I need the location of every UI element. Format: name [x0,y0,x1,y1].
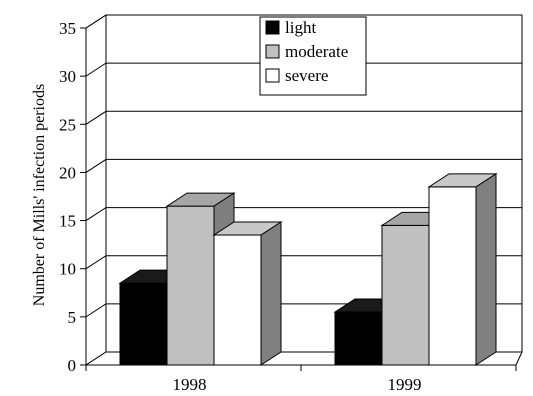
bar-front [381,224,430,366]
y-tick-label: 5 [68,308,77,327]
y-tick-labels: 0 5 10 15 20 25 30 35 [59,19,76,375]
legend-swatch-moderate [265,44,280,59]
bar-side [260,221,282,366]
bars [118,172,498,366]
y-tick-label: 25 [59,115,76,134]
gridline [85,158,522,173]
gridline [85,14,522,29]
y-tick-label: 10 [59,260,76,279]
y-tick-label: 20 [59,163,76,182]
bar-severe-1998 [212,221,283,366]
legend: light moderate severe [259,16,367,96]
y-tick-label: 15 [59,212,76,231]
legend-label-severe: severe [285,66,328,85]
y-tick-label: 30 [59,67,76,86]
bar-front [428,186,477,366]
y-tick-label: 0 [68,356,77,375]
x-tick-label: 1998 [173,375,207,394]
bar-front [166,205,215,366]
bar-severe-1999 [427,172,498,366]
side-wall [85,14,107,366]
x-tick-labels: 1998 1999 [173,375,422,394]
gridline [85,110,522,125]
y-tick-label: 35 [59,19,76,38]
bar-front [119,282,168,366]
legend-swatch-light [265,20,280,35]
bar-front [334,311,383,366]
gridline [85,62,522,77]
y-axis-label: Number of Mills' infection periods [31,84,48,306]
gridline [85,207,522,221]
legend-swatch-severe [265,68,280,83]
bar-front [213,234,262,366]
legend-label-light: light [285,18,316,37]
bar-side [475,172,497,366]
legend-label-moderate: moderate [285,42,348,61]
x-tick-label: 1999 [388,375,422,394]
